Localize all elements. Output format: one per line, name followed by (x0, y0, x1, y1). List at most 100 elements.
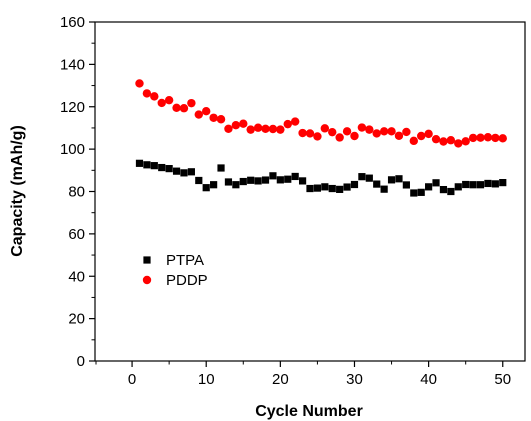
y-tick-label: 140 (60, 56, 85, 73)
ptpa-point (276, 176, 284, 184)
ptpa-point (476, 181, 485, 189)
pddp-point (246, 125, 255, 134)
x-tick-label: 10 (198, 371, 215, 388)
pddp-point (498, 134, 507, 143)
pddp-point (409, 136, 418, 146)
pddp-point (454, 139, 463, 148)
pddp-point (283, 119, 292, 129)
pddp-point (335, 133, 344, 142)
y-tick-label: 100 (60, 141, 85, 158)
ptpa-point (343, 183, 351, 191)
ptpa-point (239, 177, 247, 186)
ptpa-point (306, 184, 314, 193)
pddp-point (179, 104, 189, 113)
ptpa-point (195, 176, 203, 185)
ptpa-point (358, 173, 366, 181)
ptpa-point (261, 176, 270, 184)
ptpa-point (336, 185, 344, 193)
ptpa-point (425, 183, 433, 191)
pddp-point (202, 106, 211, 116)
y-tick-label: 40 (68, 268, 85, 285)
pddp-point (164, 95, 174, 105)
pddp-point (394, 131, 404, 140)
pddp-point (468, 133, 478, 143)
pddp-point (224, 124, 233, 133)
pddp-point (209, 113, 218, 122)
pddp-point (261, 124, 270, 133)
ptpa-point (395, 175, 403, 183)
y-tick-label: 120 (60, 99, 85, 116)
ptpa-point (402, 181, 410, 189)
pddp-point (187, 98, 196, 108)
pddp-point (328, 127, 337, 137)
ptpa-point (380, 185, 388, 193)
ptpa-point (439, 185, 448, 194)
ptpa-point (328, 184, 336, 193)
y-tick-label: 160 (60, 14, 85, 31)
pddp-point (417, 131, 426, 141)
ptpa-point (247, 176, 255, 184)
ptpa-point (172, 167, 181, 175)
data-points (135, 79, 507, 197)
ptpa-point (210, 181, 218, 189)
ptpa-point (432, 179, 440, 187)
pddp-point (342, 127, 352, 136)
pddp-point (150, 92, 159, 101)
pddp-point (372, 129, 381, 138)
pddp-point (491, 133, 500, 143)
legend-label-ptpa: PTPA (166, 252, 204, 269)
y-tick-label: 20 (68, 311, 85, 328)
y-tick-label: 80 (68, 184, 85, 201)
ptpa-point (165, 165, 173, 173)
pddp-point (483, 133, 493, 142)
y-tick-label: 0 (77, 353, 85, 370)
ptpa-point (313, 184, 322, 192)
pddp-point (135, 79, 144, 88)
pddp-point (402, 127, 411, 137)
ptpa-point (417, 188, 425, 196)
pddp-point (231, 120, 241, 130)
ptpa-point (499, 179, 507, 187)
ptpa-point (180, 169, 188, 177)
y-axis-ticks: 0 20 40 60 80 100 120 140 160 (60, 14, 95, 370)
ptpa-point (484, 179, 492, 188)
pddp-point (350, 131, 359, 141)
pddp-point (157, 98, 166, 108)
ptpa-point (232, 181, 240, 189)
pddp-point (446, 136, 456, 145)
ptpa-point (224, 178, 233, 186)
pddp-point (424, 129, 433, 139)
ptpa-point (454, 183, 462, 191)
pddp-point (216, 115, 226, 124)
legend-marker-pddp (142, 275, 152, 285)
x-tick-label: 0 (128, 371, 136, 388)
pddp-point (172, 103, 181, 113)
legend-label-pddp: PDDP (166, 272, 208, 289)
ptpa-point (447, 187, 455, 196)
pddp-point (439, 137, 448, 146)
pddp-point (298, 128, 307, 138)
pddp-point (290, 117, 300, 126)
ptpa-point (462, 180, 470, 189)
ptpa-point (284, 175, 292, 183)
ptpa-point (410, 189, 418, 197)
ptpa-point (350, 180, 359, 189)
y-tick-label: 60 (68, 226, 85, 243)
pddp-point (387, 127, 396, 136)
ptpa-point (158, 163, 166, 172)
pddp-point (365, 125, 374, 134)
pddp-point (379, 127, 389, 136)
ptpa-point (291, 172, 299, 181)
x-tick-label: 20 (272, 371, 289, 388)
ptpa-point (298, 177, 307, 185)
ptpa-point (269, 172, 277, 180)
pddp-point (194, 110, 203, 119)
pddp-point (320, 124, 330, 133)
ptpa-point (187, 168, 195, 176)
ptpa-point (135, 159, 144, 167)
pddp-point (357, 123, 367, 132)
pddp-point (305, 129, 315, 138)
pddp-point (431, 134, 441, 144)
ptpa-point (321, 183, 329, 191)
